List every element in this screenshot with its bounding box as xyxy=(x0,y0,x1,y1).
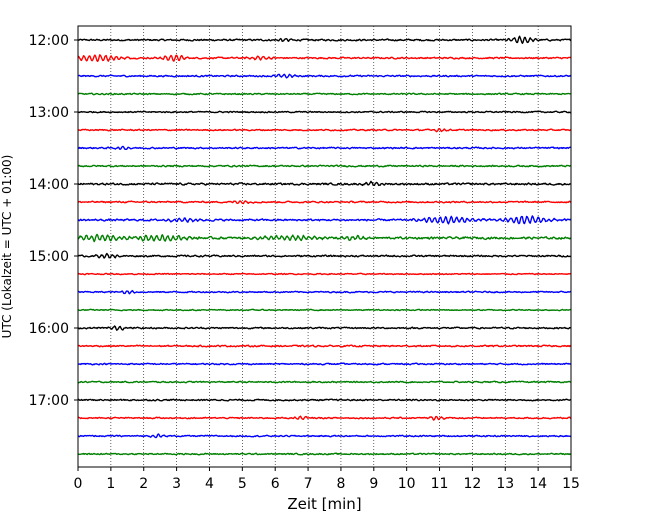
y-tick-label: 15:00 xyxy=(29,249,69,265)
x-tick-label: 2 xyxy=(139,476,148,492)
trace-1230 xyxy=(77,73,572,79)
trace-1615 xyxy=(77,344,572,348)
seismogram-traces xyxy=(77,35,572,456)
x-tick-label: 8 xyxy=(336,476,345,492)
trace-1430 xyxy=(77,215,572,225)
trace-1700 xyxy=(77,398,572,402)
trace-1415 xyxy=(77,200,572,205)
x-tick-label: 7 xyxy=(304,476,313,492)
y-tick-label: 17:00 xyxy=(29,393,69,409)
trace-1445 xyxy=(77,233,572,243)
x-tick-label: 3 xyxy=(172,476,181,492)
x-tick-label: 15 xyxy=(562,476,580,492)
x-tick-label: 0 xyxy=(74,476,83,492)
x-tick-label: 14 xyxy=(529,476,547,492)
trace-1345 xyxy=(77,164,572,168)
trace-1745 xyxy=(77,452,572,456)
trace-1400 xyxy=(77,180,572,187)
trace-1715 xyxy=(77,415,572,421)
y-tick-label: 14:00 xyxy=(29,177,69,193)
x-tick-label: 11 xyxy=(431,476,449,492)
x-tick-label: 5 xyxy=(238,476,247,492)
trace-1245 xyxy=(77,92,572,96)
y-tick-label: 13:00 xyxy=(29,105,69,121)
y-tick-label: 16:00 xyxy=(29,321,69,337)
trace-1630 xyxy=(77,362,572,366)
x-tick-label: 4 xyxy=(205,476,214,492)
trace-1200 xyxy=(77,35,572,45)
trace-1730 xyxy=(77,433,572,439)
trace-1500 xyxy=(77,252,572,259)
x-tick-label: 9 xyxy=(369,476,378,492)
y-axis-label: UTC (Lokalzeit = UTC + 01:00) xyxy=(0,155,14,339)
trace-1215 xyxy=(77,54,572,63)
x-axis-ticks: 0 1 2 3 4 5 6 7 8 9 10 11 12 13 14 15 xyxy=(74,467,580,492)
x-tick-label: 6 xyxy=(271,476,280,492)
y-axis-ticks: 12:00 13:00 14:00 15:00 16:00 17:00 xyxy=(29,33,78,409)
plot-frame xyxy=(77,25,572,468)
trace-1530 xyxy=(77,289,572,295)
trace-1600 xyxy=(77,325,572,331)
x-tick-label: 1 xyxy=(106,476,115,492)
x-tick-label: 12 xyxy=(463,476,481,492)
trace-1315 xyxy=(77,128,572,133)
trace-1330 xyxy=(77,145,572,151)
trace-1300 xyxy=(77,110,572,114)
x-tick-label: 13 xyxy=(496,476,514,492)
trace-1545 xyxy=(77,308,572,312)
trace-1645 xyxy=(77,380,572,384)
trace-1515 xyxy=(77,272,572,276)
y-tick-label: 12:00 xyxy=(29,33,69,49)
x-tick-label: 10 xyxy=(398,476,416,492)
x-axis-label: Zeit [min] xyxy=(287,495,361,513)
